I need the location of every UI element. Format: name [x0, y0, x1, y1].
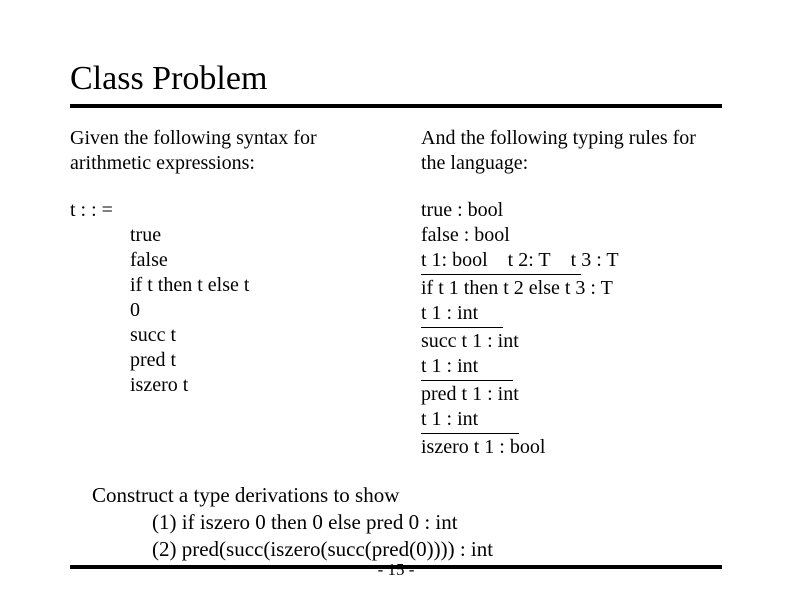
rule-succ-conclusion: succ t 1 : int [421, 329, 722, 354]
rule-if-conclusion: if t 1 then t 2 else t 3 : T [421, 276, 722, 301]
grammar-head: t : : = [70, 198, 371, 223]
title-underline [70, 104, 722, 108]
rule-pred-conclusion: pred t 1 : int [421, 382, 722, 407]
grammar-productions: true false if t then t else t 0 succ t p… [70, 223, 371, 398]
rule-pred-premise: t 1 : int [421, 354, 722, 379]
rule-axiom-true: true : bool [421, 198, 722, 223]
inference-line [421, 274, 581, 275]
exercise-lead: Construct a type derivations to show [92, 482, 722, 509]
rule-axiom-false: false : bool [421, 223, 722, 248]
left-column: Given the following syntax for arithmeti… [70, 126, 371, 460]
inference-line [421, 380, 513, 381]
rules-intro: And the following typing rules for the l… [421, 126, 722, 176]
inference-line [421, 433, 519, 434]
grammar-item: true [130, 223, 371, 248]
inference-line [421, 327, 503, 328]
right-column: And the following typing rules for the l… [421, 126, 722, 460]
syntax-intro: Given the following syntax for arithmeti… [70, 126, 371, 176]
rule-iszero-conclusion: iszero t 1 : bool [421, 435, 722, 460]
rule-succ-premise: t 1 : int [421, 301, 722, 326]
rule-iszero-premise: t 1 : int [421, 407, 722, 432]
grammar-item: succ t [130, 323, 371, 348]
typing-rules: true : bool false : bool t 1: bool t 2: … [421, 198, 722, 460]
exercise-block: Construct a type derivations to show (1)… [70, 482, 722, 563]
page-number: - 15 - [0, 560, 792, 580]
grammar-item: false [130, 248, 371, 273]
grammar-item: 0 [130, 298, 371, 323]
grammar-item: if t then t else t [130, 273, 371, 298]
grammar-item: pred t [130, 348, 371, 373]
two-column-content: Given the following syntax for arithmeti… [70, 126, 722, 460]
grammar-item: iszero t [130, 373, 371, 398]
rule-if-premise: t 1: bool t 2: T t 3 : T [421, 248, 722, 273]
slide-title: Class Problem [70, 60, 722, 98]
exercise-item-1: (1) if iszero 0 then 0 else pred 0 : int [92, 509, 722, 536]
exercise-item-2: (2) pred(succ(iszero(succ(pred(0)))) : i… [92, 536, 722, 563]
